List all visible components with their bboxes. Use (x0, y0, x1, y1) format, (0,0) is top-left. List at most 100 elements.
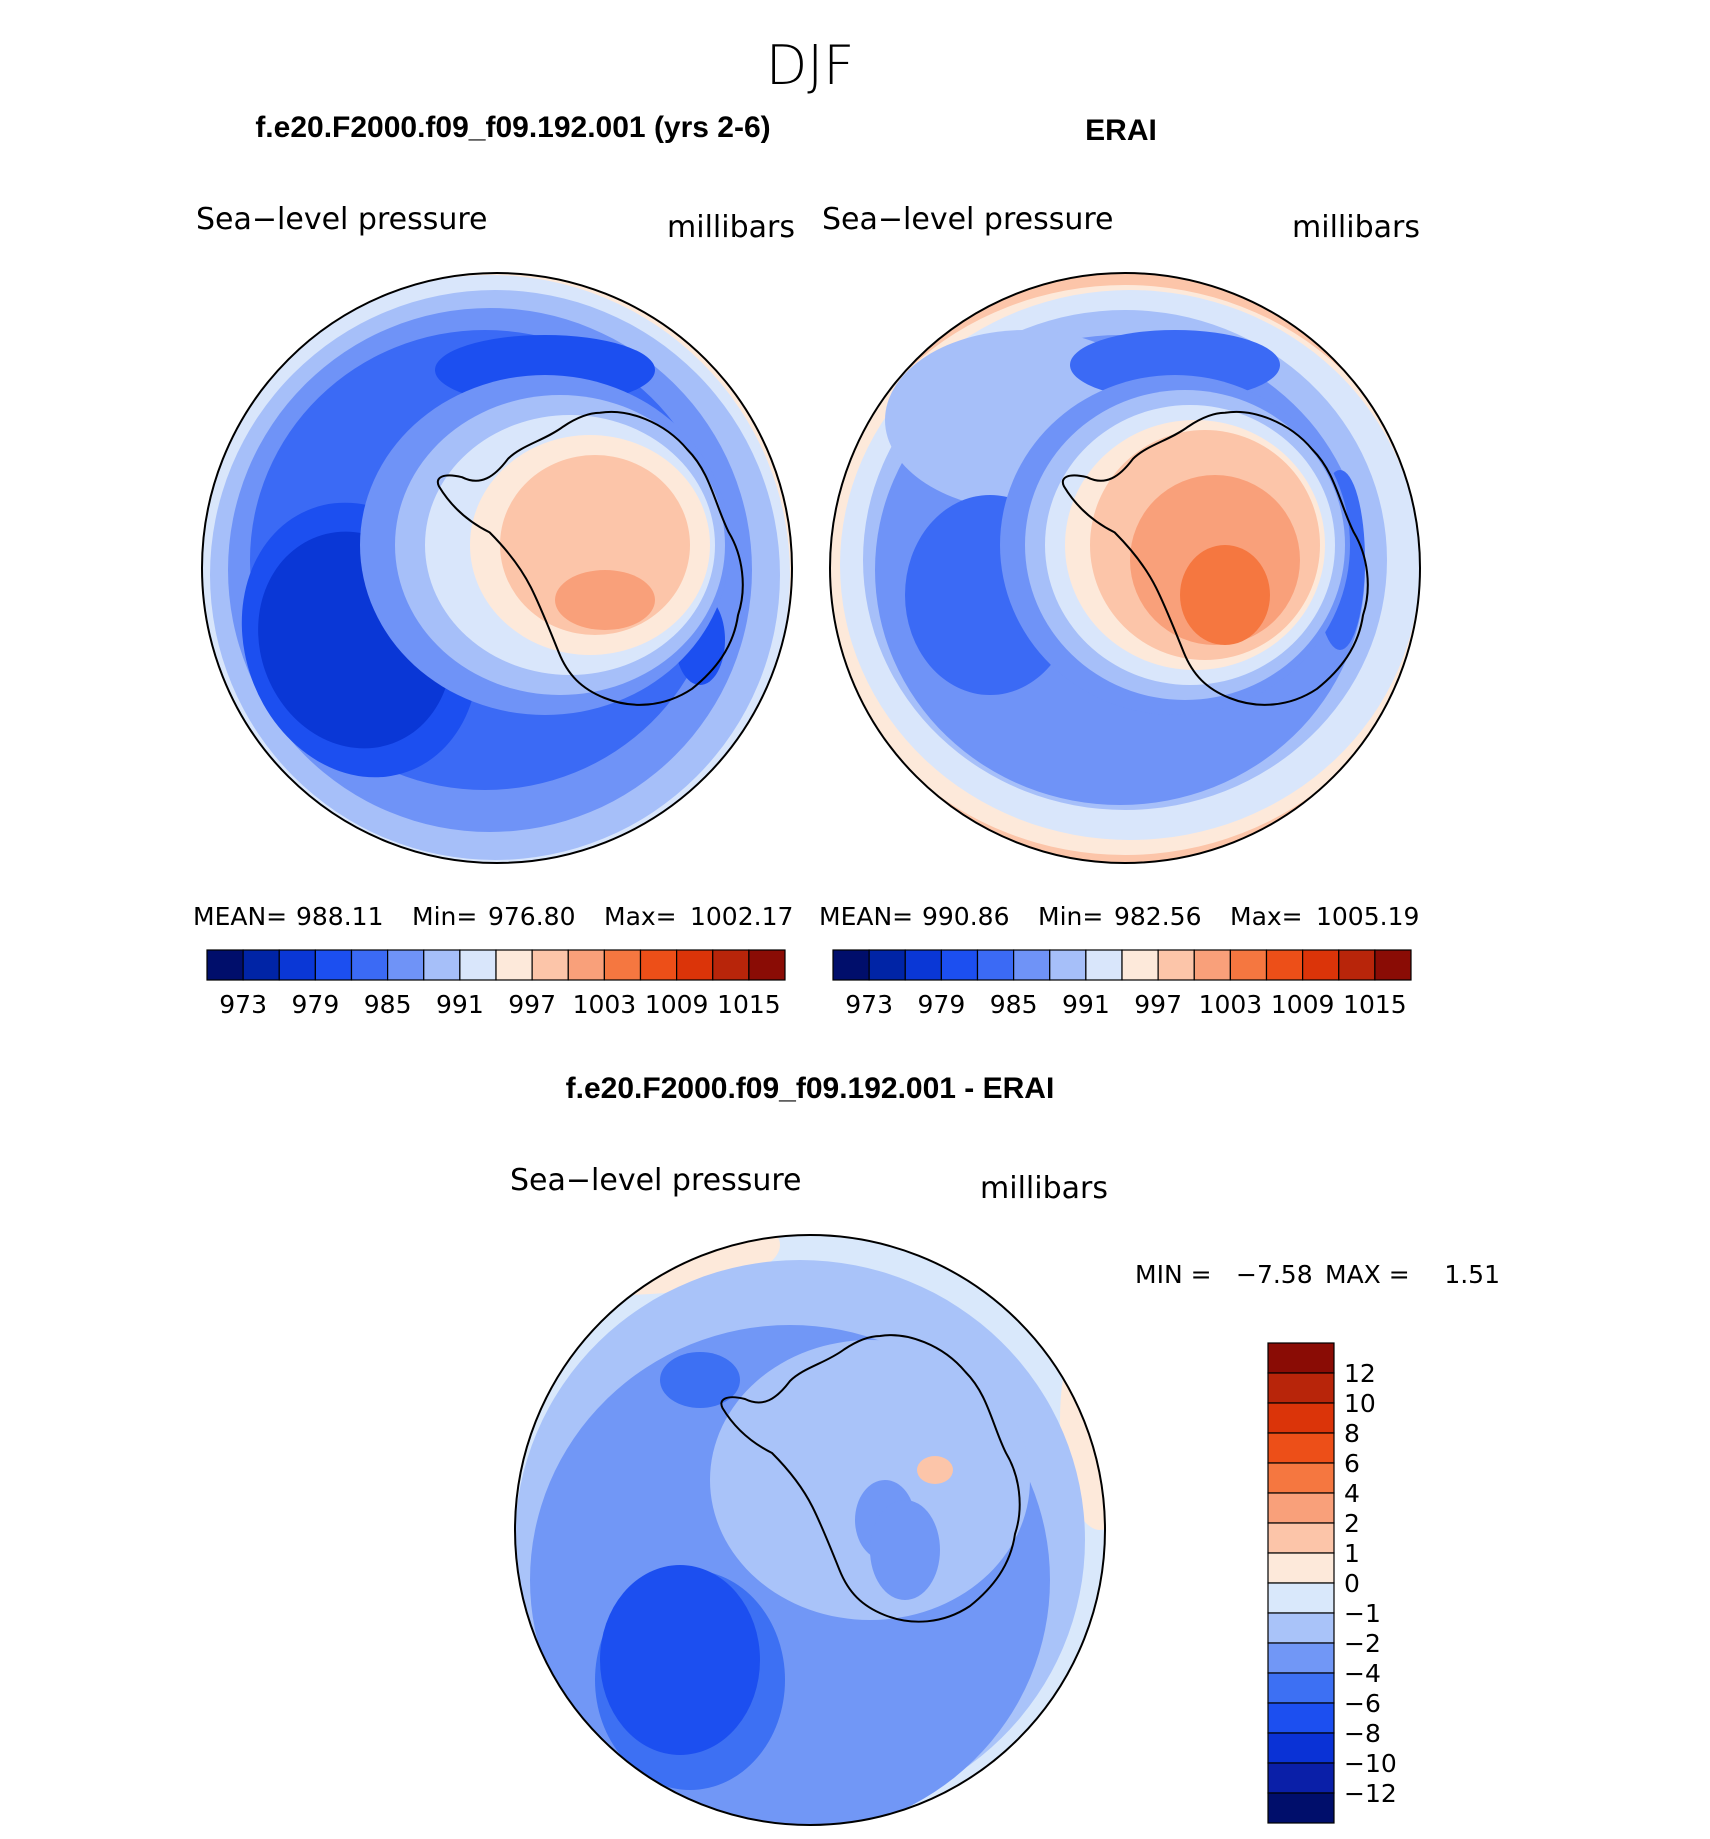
panel-diff-max-value: 1.51 (1444, 1260, 1500, 1289)
panel-obs-colorbar-swatch (1302, 949, 1340, 981)
panel-obs-colorbar-swatch (1374, 949, 1412, 981)
panel-obs-colorbar-swatch (1121, 949, 1159, 981)
panel-obs-colorbar-swatch (1229, 949, 1268, 981)
panel-model-colorbar-tick-label: 973 (219, 990, 267, 1019)
panel-diff-colorbar-swatch (1267, 1582, 1335, 1614)
panel-obs-colorbar-tick-label: 979 (918, 990, 966, 1019)
panel-obs-colorbar-swatch (904, 949, 942, 981)
panel-obs-colorbar-tick-label: 1003 (1199, 990, 1263, 1019)
panel-obs-colorbar-swatch (868, 949, 906, 981)
panel-diff-map-border (514, 1234, 1106, 1826)
panel-model-colorbar-swatch (495, 949, 533, 981)
panel-obs-map (830, 273, 1420, 863)
panel-diff: f.e20.F2000.f09_f09.192.001 - ERAI Sea−l… (510, 1072, 1500, 1826)
panel-diff-colorbar-tick-label: 4 (1344, 1479, 1360, 1508)
panel-obs-colorbar-tick-label: 997 (1134, 990, 1182, 1019)
panel-obs-min-label: Min= (1038, 902, 1103, 931)
panel-obs-colorbar-swatch (1265, 949, 1304, 981)
panel-model-colorbar-swatch (459, 949, 497, 981)
panel-obs-colorbar-swatch (1013, 949, 1051, 981)
panel-obs-colorbar-tick-label: 1015 (1343, 990, 1407, 1019)
panel-model-mean-value: 988.11 (296, 902, 383, 931)
panel-model-colorbar-tick-label: 985 (364, 990, 412, 1019)
panel-obs-colorbar: 973 979 985 991 997 1003 1009 1015 (832, 949, 1412, 1019)
panel-model-colorbar-swatch (314, 949, 353, 981)
panel-diff-colorbar-swatch (1267, 1402, 1335, 1434)
panel-obs-colorbar-tick-label: 973 (845, 990, 893, 1019)
panel-model: f.e20.F2000.f09_f09.192.001 (yrs 2-6) Se… (193, 111, 795, 1019)
panel-obs-units: millibars (1292, 210, 1420, 245)
panel-model-colorbar-swatch (387, 949, 425, 981)
panel-obs-max-value: 1005.19 (1316, 902, 1419, 931)
panel-diff-colorbar-swatch (1267, 1642, 1335, 1674)
panel-diff-colorbar-swatch (1267, 1372, 1335, 1404)
panel-diff-colorbar-tick-label: 0 (1344, 1569, 1360, 1598)
panel-model-min-value: 976.80 (488, 902, 575, 931)
panel-diff-colorbar-swatch (1267, 1732, 1335, 1764)
panel-model-colorbar-swatch (206, 949, 244, 981)
panel-diff-colorbar-tick-label: 12 (1344, 1359, 1376, 1388)
panel-model-colorbar: 973 979 985 991 997 1003 1009 1015 (206, 949, 786, 1019)
panel-obs-title: ERAI (1085, 114, 1157, 147)
panel-diff-left-label: Sea−level pressure (510, 1163, 801, 1198)
panel-diff-colorbar-tick-label: 8 (1344, 1419, 1360, 1448)
panel-model-colorbar-swatch (278, 949, 316, 981)
panel-model-left-label: Sea−level pressure (196, 202, 487, 237)
panel-model-colorbar-tick-label: 1009 (645, 990, 709, 1019)
panel-diff-min-value: −7.58 (1236, 1260, 1313, 1289)
panel-obs-colorbar-swatch (940, 949, 979, 981)
panel-model-colorbar-swatch (639, 949, 678, 981)
panel-diff-colorbar-swatch (1267, 1342, 1335, 1374)
panel-diff-colorbar-tick-label: −8 (1344, 1719, 1381, 1748)
panel-diff-colorbar-tick-label: −4 (1344, 1659, 1381, 1688)
panel-model-mean-label: MEAN= (193, 902, 287, 931)
panel-diff-colorbar-tick-label: 2 (1344, 1509, 1360, 1538)
panel-diff-colorbar-tick-label: −6 (1344, 1689, 1381, 1718)
panel-diff-colorbar-swatch (1267, 1522, 1335, 1554)
panel-model-colorbar-tick-label: 1015 (717, 990, 781, 1019)
panel-diff-units: millibars (980, 1171, 1108, 1206)
panel-diff-colorbar-tick-label: −10 (1344, 1749, 1397, 1778)
panel-diff-colorbar-swatch (1267, 1702, 1335, 1734)
panel-model-colorbar-swatch (603, 949, 642, 981)
panel-diff-min-label: MIN = (1135, 1260, 1212, 1289)
panel-model-colorbar-swatch (676, 949, 714, 981)
panel-obs-colorbar-tick-label: 985 (990, 990, 1038, 1019)
panel-obs-mean-value: 990.86 (922, 902, 1009, 931)
panel-obs-left-label: Sea−level pressure (822, 202, 1113, 237)
panel-diff-colorbar-swatch (1267, 1792, 1335, 1824)
panel-model-map (202, 273, 792, 863)
panel-obs-colorbar-swatch (1049, 949, 1087, 981)
panel-diff-colorbar-swatch (1267, 1492, 1335, 1524)
panel-diff-colorbar-tick-label: −12 (1344, 1779, 1397, 1808)
panel-obs: ERAI Sea−level pressure millibars ME (819, 114, 1421, 1019)
panel-model-max-value: 1002.17 (690, 902, 793, 931)
panel-diff-colorbar-swatch (1267, 1612, 1335, 1644)
panel-diff-colorbar-tick-label: 1 (1344, 1539, 1360, 1568)
panel-diff-max-label: MAX = (1325, 1260, 1410, 1289)
panel-model-colorbar-tick-label: 997 (508, 990, 556, 1019)
panel-model-max-label: Max= (604, 902, 677, 931)
panel-obs-colorbar-tick-label: 1009 (1271, 990, 1335, 1019)
panel-obs-map-border (829, 272, 1421, 864)
panel-obs-colorbar-swatch (1085, 949, 1123, 981)
panel-diff-colorbar-swatch (1267, 1672, 1335, 1704)
panel-model-title: f.e20.F2000.f09_f09.192.001 (yrs 2-6) (255, 111, 770, 144)
panel-obs-colorbar-tick-label: 991 (1062, 990, 1110, 1019)
panel-obs-mean-label: MEAN= (819, 902, 913, 931)
panel-model-colorbar-swatch (423, 949, 461, 981)
panel-diff-colorbar-tick-label: −2 (1344, 1629, 1381, 1658)
panel-model-colorbar-swatch (567, 949, 605, 981)
panel-diff-colorbar-tick-label: 6 (1344, 1449, 1360, 1478)
panel-obs-colorbar-swatch (1193, 949, 1231, 981)
panel-diff-colorbar-tick-label: 10 (1344, 1389, 1376, 1418)
panel-model-min-label: Min= (412, 902, 477, 931)
panel-obs-colorbar-swatch (1157, 949, 1195, 981)
panel-model-colorbar-swatch (350, 949, 389, 981)
panel-model-colorbar-tick-label: 1003 (573, 990, 637, 1019)
panel-diff-colorbar-tick-label: −1 (1344, 1599, 1381, 1628)
panel-obs-min-value: 982.56 (1114, 902, 1201, 931)
panel-model-map-border (201, 272, 793, 864)
